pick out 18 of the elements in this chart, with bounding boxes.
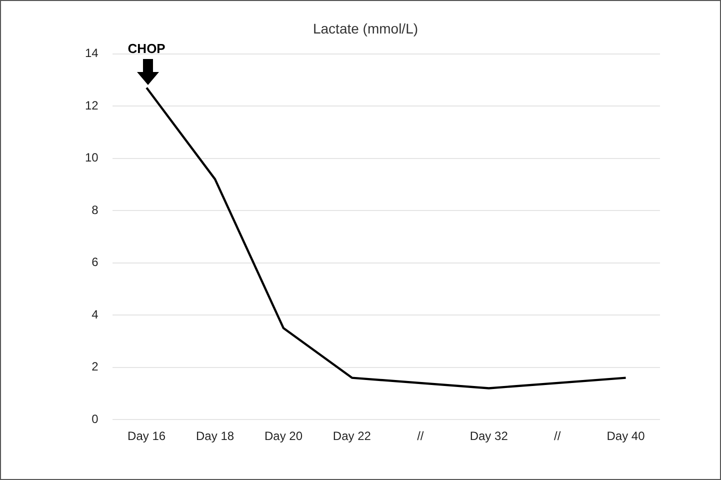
x-tick-label: Day 18	[196, 429, 234, 444]
y-tick-label: 4	[92, 307, 99, 322]
y-tick-label: 8	[92, 202, 99, 217]
y-tick-label: 0	[92, 412, 99, 426]
x-tick-label: //	[417, 429, 424, 444]
y-tick-label: 10	[84, 150, 99, 165]
y-tick-label: 14	[84, 46, 99, 60]
chart-title: Lactate (mmol/L)	[312, 20, 418, 36]
x-tick-label: Day 40	[606, 429, 646, 444]
x-tick-label: //	[554, 429, 562, 444]
y-tick-label: 12	[84, 98, 99, 112]
x-tick-label: Day 32	[470, 429, 508, 444]
y-tick-label: 6	[92, 255, 99, 270]
x-tick-label: Day 20	[264, 429, 303, 444]
x-tick-label: Day 22	[332, 429, 372, 444]
x-tick-label: Day 16	[128, 429, 166, 444]
annotation: CHOP	[128, 40, 166, 56]
y-tick-label: 2	[92, 360, 99, 374]
